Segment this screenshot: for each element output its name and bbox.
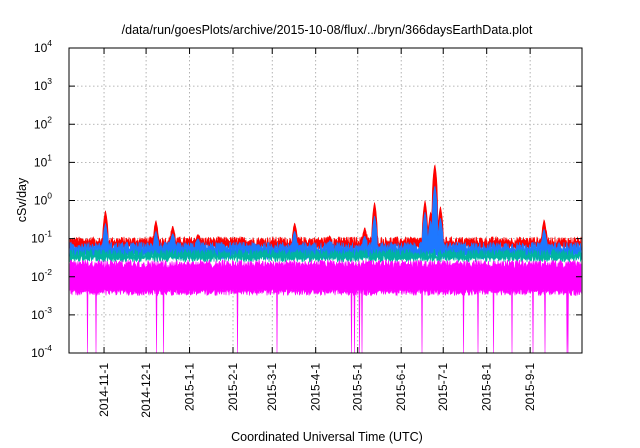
series-magenta <box>69 258 582 354</box>
x-axis-label: Coordinated Universal Time (UTC) <box>231 430 423 444</box>
y-tick-label: 103 <box>34 76 52 93</box>
x-tick-label: 2014-12-1 <box>139 363 153 418</box>
x-tick-label: 2015-7-1 <box>436 363 450 411</box>
y-tick-label: 102 <box>34 114 52 131</box>
series-blue <box>69 185 582 261</box>
series-area <box>69 164 582 354</box>
x-tick-label: 2014-11-1 <box>97 363 111 417</box>
x-tick-label: 2015-2-1 <box>226 363 240 411</box>
chart-title: /data/run/goesPlots/archive/2015-10-08/f… <box>122 23 533 37</box>
x-axis: 2014-11-1 2014-12-1 2015-1-1 2015-2-1 2015-3… <box>97 48 537 418</box>
x-tick-label: 2015-9-1 <box>523 363 537 411</box>
y-tick-label: 10-1 <box>31 229 52 246</box>
y-tick-label: 10-4 <box>31 343 52 360</box>
y-tick-label: 100 <box>34 191 52 208</box>
series-red <box>69 164 582 252</box>
x-tick-label: 2015-1-1 <box>183 363 197 411</box>
x-tick-label: 2015-8-1 <box>480 363 494 411</box>
x-tick-label: 2015-4-1 <box>309 363 323 411</box>
y-tick-label: 10-2 <box>31 267 52 284</box>
y-tick-label: 101 <box>34 152 52 169</box>
grid <box>69 48 582 353</box>
y-tick-label: 10-3 <box>31 305 52 322</box>
series-teal <box>69 248 582 264</box>
y-axis-label: cSv/day <box>15 177 29 222</box>
x-tick-label: 2015-5-1 <box>351 363 365 411</box>
y-axis: 10-4 10-3 10-2 10-1 100 101 102 103 104 <box>31 38 582 360</box>
y-tick-label: 104 <box>34 38 52 55</box>
x-tick-label: 2015-3-1 <box>265 363 279 411</box>
x-tick-label: 2015-6-1 <box>394 363 408 411</box>
